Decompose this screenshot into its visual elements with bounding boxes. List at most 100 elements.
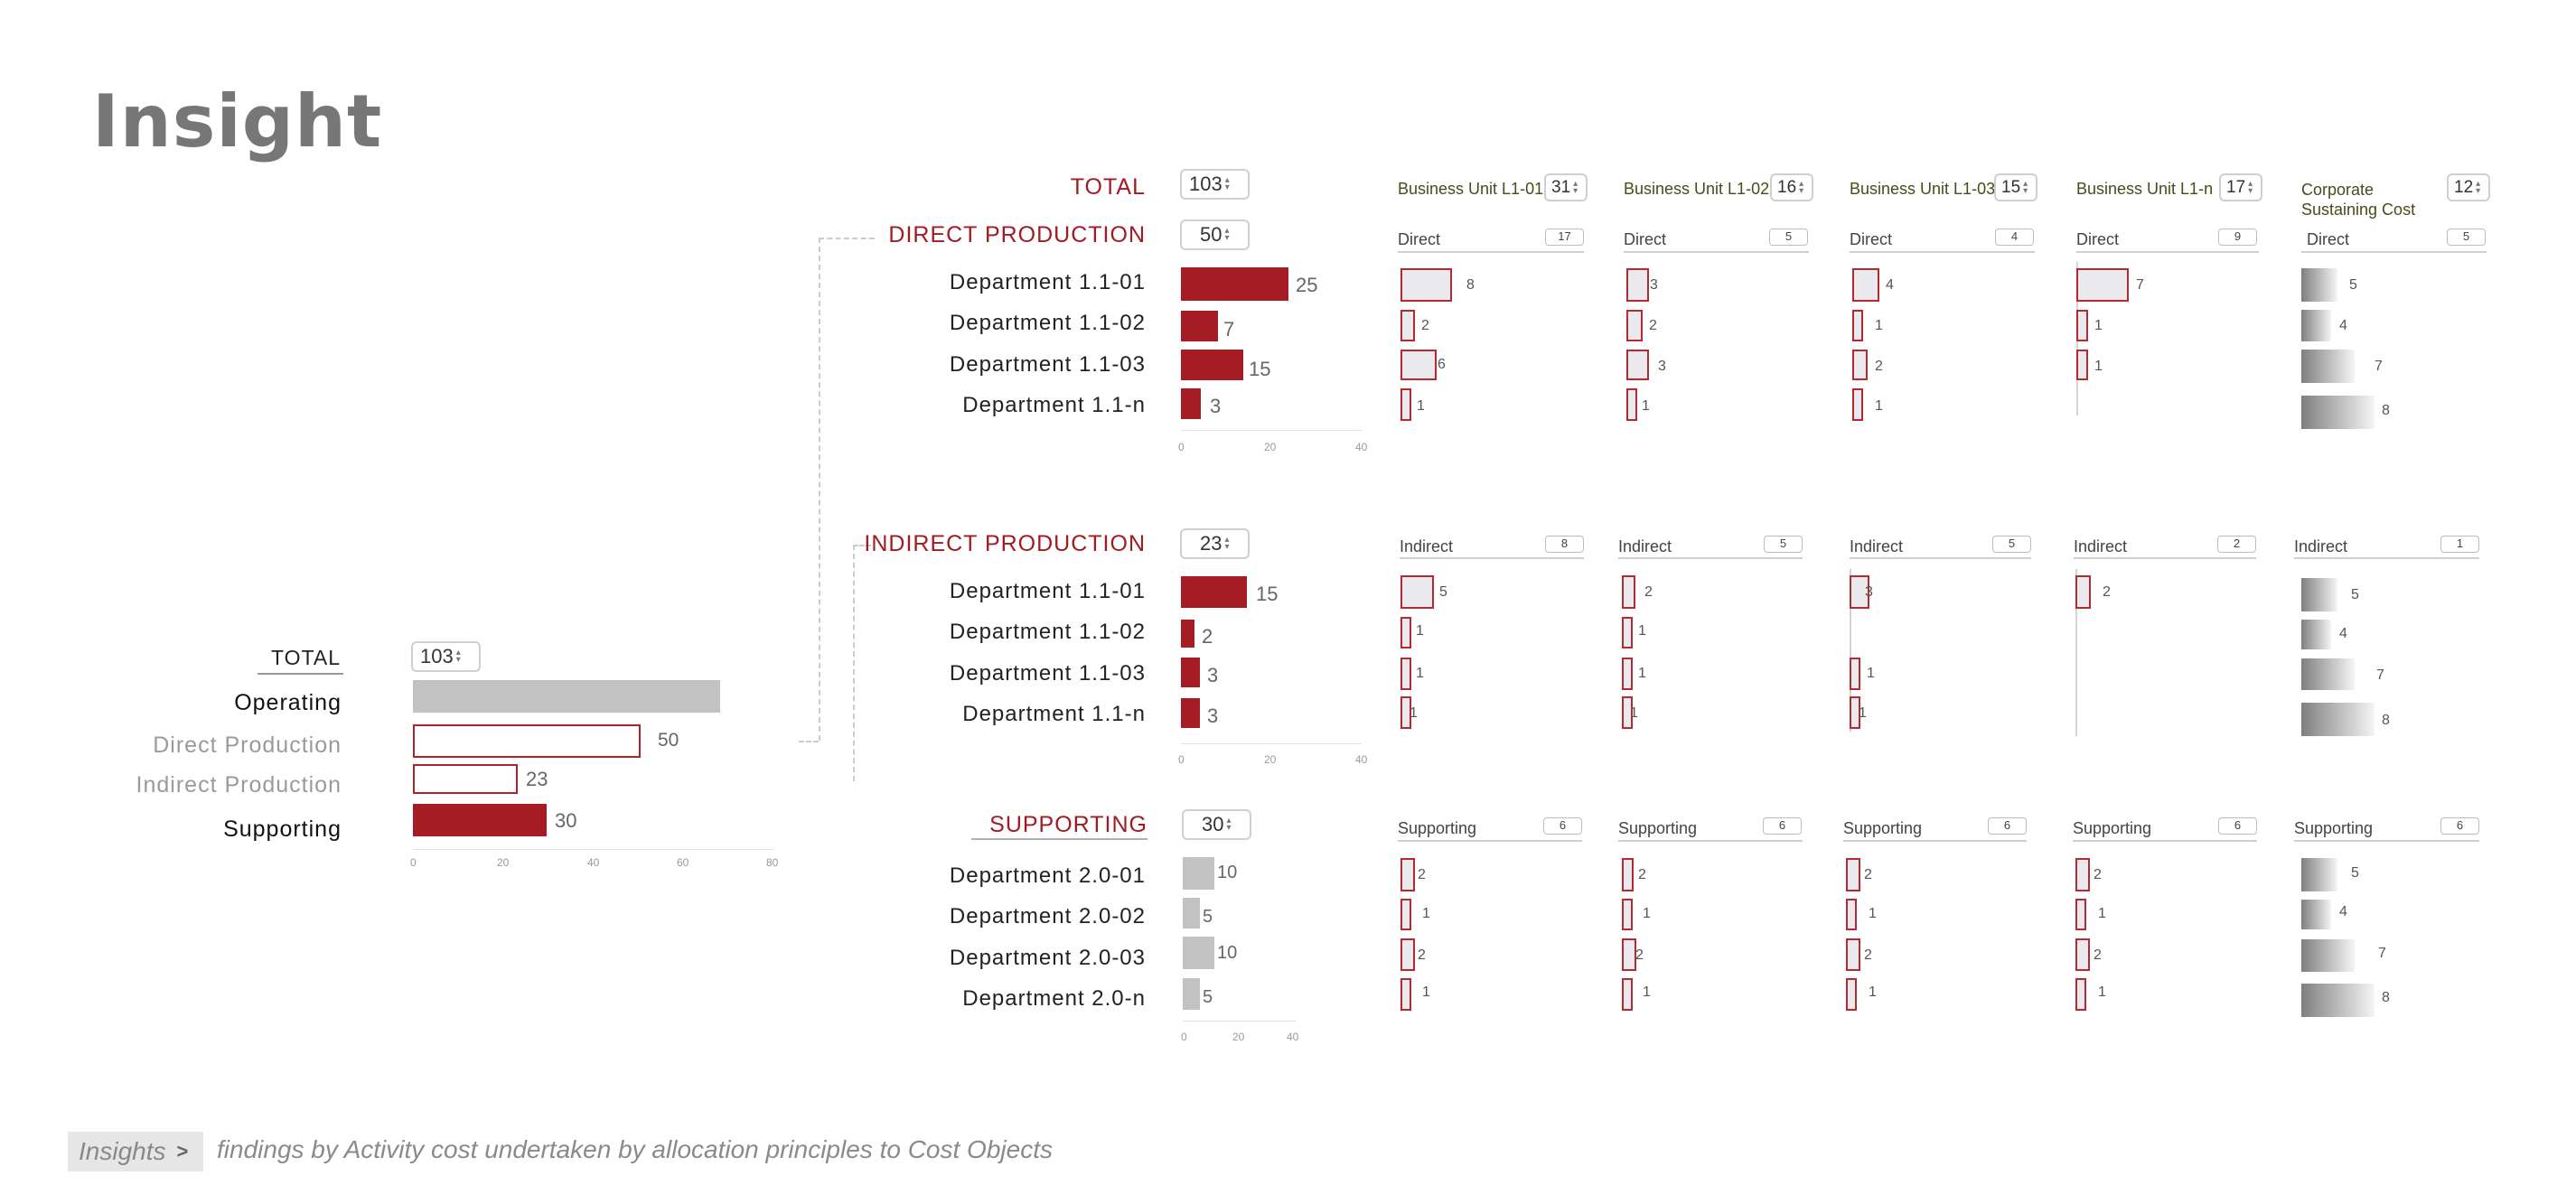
- spinner-icon[interactable]: ▴ ▾: [1573, 178, 1578, 196]
- dept-bar: [1181, 620, 1194, 648]
- gradient-bar: [2301, 268, 2337, 302]
- sub-total-badge[interactable]: 4: [1995, 229, 2034, 246]
- section-title: DIRECT PRODUCTION: [888, 222, 1146, 247]
- mini-bar: [1850, 696, 1860, 729]
- section-value-badge[interactable]: 30 ▴ ▾: [1182, 809, 1251, 840]
- mini-bar: [1400, 388, 1411, 421]
- spinner-icon[interactable]: ▴ ▾: [2476, 178, 2481, 196]
- mini-bar: [1622, 575, 1635, 609]
- mini-bar: [1626, 350, 1649, 380]
- sub-header: Direct: [2076, 230, 2120, 248]
- mini-bar: [2075, 575, 2091, 609]
- overview-label-direct: Direct Production: [153, 732, 342, 758]
- business-unit-total-badge[interactable]: 31 ▴ ▾: [1544, 173, 1588, 201]
- gradient-bar: [2301, 350, 2355, 383]
- sub-total-badge[interactable]: 1: [2440, 536, 2479, 553]
- mini-bar: [2076, 310, 2088, 341]
- business-unit-total-badge[interactable]: 17 ▴ ▾: [2219, 173, 2262, 201]
- sub-total-badge[interactable]: 6: [1543, 817, 1582, 835]
- sub-total-badge[interactable]: 8: [1545, 536, 1584, 553]
- mini-value: 2: [1864, 947, 1872, 963]
- dept-value: 3: [1207, 704, 1219, 727]
- spinner-icon[interactable]: ▴ ▾: [1224, 226, 1230, 243]
- sub-total-badge[interactable]: 6: [2440, 817, 2479, 835]
- mini-bar: [2075, 978, 2086, 1011]
- dept-bar: [1181, 576, 1247, 608]
- section-value-badge[interactable]: 50 ▴ ▾: [1180, 219, 1250, 250]
- section-total-badge[interactable]: 103 ▴ ▾: [1180, 169, 1250, 200]
- sub-header-underline: [1398, 251, 1584, 253]
- sub-total-badge[interactable]: 5: [2447, 229, 2486, 246]
- spinner-icon[interactable]: ▴ ▾: [1226, 816, 1232, 833]
- page-title: Insight: [92, 79, 383, 163]
- dept-value: 7: [1223, 318, 1235, 341]
- dept-bar: [1181, 658, 1200, 687]
- dept-label: Department 1.1-03: [949, 661, 1146, 686]
- dept-label: Department 1.1-01: [949, 270, 1146, 294]
- breadcrumb-label: Insights: [79, 1137, 166, 1165]
- section-value-badge[interactable]: 23 ▴ ▾: [1180, 528, 1250, 559]
- mini-value: 1: [1859, 705, 1867, 721]
- dept-value: 10: [1217, 943, 1238, 963]
- business-unit-total: 16: [1777, 177, 1797, 197]
- overview-total-badge[interactable]: 103 ▴ ▾: [411, 641, 481, 672]
- business-unit-total: 17: [2226, 177, 2246, 197]
- mini-bar: [1852, 268, 1879, 302]
- dept-bar: [1181, 267, 1288, 301]
- mini-value: 2: [1421, 318, 1429, 333]
- dept-value: 5: [1203, 987, 1213, 1007]
- sub-total-badge[interactable]: 5: [1992, 536, 2031, 553]
- sub-total-badge[interactable]: 6: [2218, 817, 2257, 835]
- business-unit-total: 31: [1551, 177, 1571, 197]
- mini-value: 2: [1875, 359, 1883, 374]
- sub-header-underline: [2074, 557, 2256, 559]
- mini-value: 1: [2098, 906, 2106, 921]
- sub-total-badge[interactable]: 17: [1545, 229, 1584, 246]
- overview-value-direct: 50: [658, 730, 679, 751]
- spinner-icon[interactable]: ▴ ▾: [455, 648, 461, 665]
- sub-header: Direct: [1398, 230, 1441, 248]
- spinner-icon[interactable]: ▴ ▾: [2023, 178, 2028, 196]
- section-title: INDIRECT PRODUCTION: [864, 531, 1146, 556]
- section-tick: 20: [1232, 1031, 1245, 1043]
- mini-bar: [1622, 617, 1633, 648]
- dept-bar: [1181, 388, 1201, 419]
- dept-value: 5: [1203, 907, 1213, 927]
- business-unit-total-badge[interactable]: 15 ▴ ▾: [1994, 173, 2037, 201]
- gradient-bar: [2301, 858, 2337, 891]
- sub-header-underline: [1850, 557, 2031, 559]
- business-unit-total-badge[interactable]: 12 ▴ ▾: [2447, 173, 2490, 201]
- sub-header-underline: [1843, 840, 2027, 842]
- mini-value: 2: [1418, 947, 1426, 963]
- mini-value: 3: [1865, 584, 1873, 600]
- spinner-icon[interactable]: ▴ ▾: [1224, 535, 1230, 552]
- mini-bar: [1400, 696, 1411, 729]
- spinner-icon[interactable]: ▴ ▾: [1799, 178, 1804, 196]
- mini-bar: [1400, 858, 1415, 891]
- sub-total-badge[interactable]: 2: [2217, 536, 2256, 553]
- mini-value: 1: [1630, 705, 1638, 721]
- mini-value: 1: [1416, 666, 1424, 681]
- business-unit-total-badge[interactable]: 16 ▴ ▾: [1770, 173, 1813, 201]
- sub-total-badge[interactable]: 6: [1988, 817, 2027, 835]
- sub-total-badge[interactable]: 6: [1763, 817, 1802, 835]
- sub-total-badge[interactable]: 5: [1769, 229, 1808, 246]
- section-tick: 0: [1178, 441, 1185, 453]
- sub-total-badge[interactable]: 5: [1764, 536, 1803, 553]
- mini-value: 8: [2382, 713, 2390, 728]
- mini-value: 7: [2376, 667, 2384, 683]
- section-tick: 40: [1355, 753, 1368, 766]
- section-axis: [1181, 743, 1362, 744]
- spinner-icon[interactable]: ▴ ▾: [2248, 178, 2253, 196]
- mini-value: 2: [1638, 867, 1646, 882]
- business-unit-total: 15: [2001, 177, 2021, 197]
- sub-header-underline: [2294, 840, 2479, 842]
- insights-breadcrumb-button[interactable]: Insights >: [68, 1132, 203, 1171]
- mini-value: 1: [1875, 318, 1883, 333]
- mini-value: 4: [2339, 626, 2347, 641]
- dept-label: Department 2.0-01: [949, 863, 1146, 888]
- sub-total-badge[interactable]: 9: [2218, 229, 2257, 246]
- dept-bar: [1183, 898, 1200, 928]
- spinner-icon[interactable]: ▴ ▾: [1224, 175, 1230, 192]
- mini-value: 1: [1410, 705, 1418, 721]
